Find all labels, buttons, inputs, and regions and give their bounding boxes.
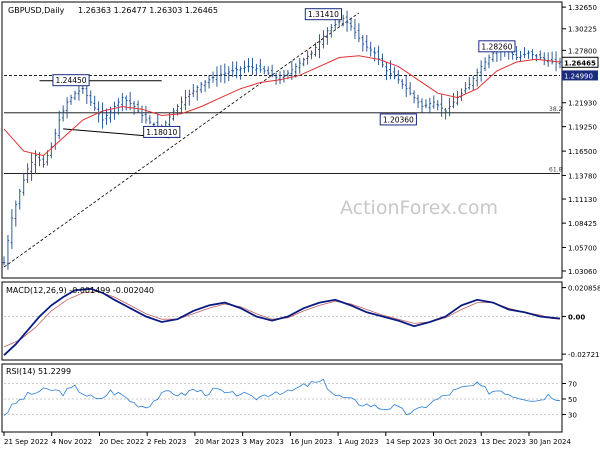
watermark: ActionForex.com [340, 197, 498, 219]
price-layer: 1.326501.302251.278001.249501.219301.192… [2, 4, 599, 276]
macd-layer: 0.020858 0.00 -0.027213 [3, 285, 600, 359]
price-annotation: 1.18010 [146, 128, 177, 137]
x-tick-label: 30 Oct 2023 [434, 438, 477, 446]
moving-average-line [3, 55, 561, 157]
x-tick-label: 1 Aug 2023 [338, 438, 378, 446]
last-price-label: 1.26465 [564, 59, 596, 67]
price-annotation: 1.20360 [383, 115, 414, 124]
macd-label: MACD(12,26,9) -0.001499 -0.002040 [6, 286, 154, 295]
rsi-panel [1, 363, 563, 433]
price-annotation-box [304, 8, 343, 21]
macd-y-tick-label: -0.027213 [568, 351, 600, 359]
price-annotation: 1.24450 [56, 76, 87, 85]
x-tick-label: 30 Jan 2024 [529, 438, 572, 446]
price-annotation-box [478, 40, 516, 53]
trend-line [3, 12, 360, 268]
price-annotation-box [379, 113, 417, 126]
x-tick-label: 3 May 2023 [243, 438, 284, 446]
price-y-tick-label: 1.16500 [568, 148, 597, 156]
macd-y-tick-label: 0.020858 [568, 285, 600, 293]
macd-line [3, 287, 561, 356]
price-y-tick-label: 1.08425 [568, 220, 597, 228]
price-y-tick-label: 1.13780 [568, 172, 597, 180]
x-tick-label: 2 Feb 2023 [147, 438, 186, 446]
macd-panel [1, 281, 563, 361]
rsi-label: RSI(14) 51.2299 [6, 367, 71, 376]
chart-header-symbol: GBPUSD,Daily [8, 6, 65, 15]
rsi-layer: 70 50 30 [3, 378, 577, 420]
chart-header-ohlc: 1.26363 1.26477 1.26303 1.26465 [78, 6, 218, 15]
x-tick-label: 16 Jun 2023 [290, 438, 332, 446]
price-panel [1, 1, 563, 279]
level-price-label: 1.24990 [564, 72, 593, 80]
rsi-y-tick-label: 50 [568, 396, 577, 404]
price-y-tick-label: 1.21930 [568, 100, 597, 108]
price-y-tick-label: 1.30225 [568, 26, 597, 34]
price-annotation: 1.28260 [481, 42, 512, 51]
fib-level-label: 38.2 [549, 106, 563, 113]
price-annotation-box [52, 74, 90, 87]
price-y-tick-label: 1.32650 [568, 4, 597, 12]
macd-y-tick-label: 0.00 [568, 313, 585, 321]
price-y-tick-label: 1.19250 [568, 124, 597, 132]
x-tick-label: 13 Dec 2023 [481, 438, 526, 446]
x-tick-label: 4 Nov 2022 [52, 438, 92, 446]
price-annotation: 1.31410 [308, 10, 339, 19]
rsi-y-tick-label: 30 [568, 412, 577, 420]
x-tick-label: 20 Dec 2022 [99, 438, 144, 446]
price-y-tick-label: 1.03060 [568, 268, 597, 276]
price-y-tick-label: 1.27800 [568, 47, 597, 55]
rsi-y-tick-label: 70 [568, 381, 577, 389]
x-tick-label: 20 Mar 2023 [195, 438, 239, 446]
x-tick-label: 14 Sep 2023 [386, 438, 430, 446]
price-y-tick-label: 1.05700 [568, 244, 597, 252]
price-y-tick-label: 1.11130 [568, 196, 597, 204]
x-axis: 21 Sep 2022 4 Nov 2022 20 Dec 2022 2 Feb 20… [3, 432, 572, 446]
fib-level-label: 61.8 [549, 166, 563, 173]
level-price-box [562, 70, 598, 81]
x-tick-label: 21 Sep 2022 [4, 438, 48, 446]
rsi-line [3, 378, 561, 416]
price-annotation-box [143, 125, 181, 138]
last-price-box [561, 56, 599, 68]
